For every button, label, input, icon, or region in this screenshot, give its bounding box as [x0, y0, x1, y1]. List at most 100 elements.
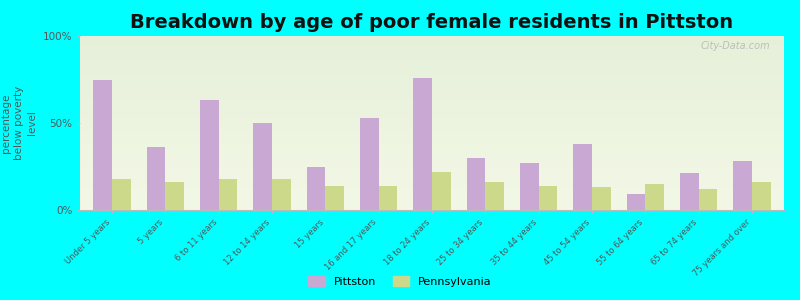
Bar	[80, 95, 784, 97]
Bar	[218, 179, 238, 210]
Bar	[80, 107, 784, 109]
Bar	[80, 144, 784, 146]
Bar	[80, 132, 784, 134]
Bar	[520, 163, 538, 210]
Bar	[80, 194, 784, 196]
Bar	[80, 85, 784, 86]
Bar	[80, 125, 784, 127]
Bar	[80, 208, 784, 210]
Bar	[80, 137, 784, 139]
Bar	[80, 62, 784, 64]
Bar	[80, 201, 784, 203]
Bar	[80, 40, 784, 41]
Bar	[80, 97, 784, 99]
Bar	[80, 41, 784, 43]
Bar	[80, 146, 784, 147]
Bar	[378, 186, 398, 210]
Bar	[80, 167, 784, 168]
Bar	[80, 127, 784, 128]
Bar	[80, 45, 784, 46]
Bar	[80, 112, 784, 114]
Bar	[80, 74, 784, 76]
Bar	[80, 203, 784, 205]
Bar	[80, 64, 784, 66]
Bar	[486, 182, 504, 210]
Bar	[80, 118, 784, 119]
Bar	[414, 78, 432, 210]
Bar	[80, 189, 784, 191]
Bar	[592, 188, 610, 210]
Bar	[80, 172, 784, 173]
Bar	[80, 163, 784, 165]
Bar	[80, 43, 784, 45]
Bar	[146, 147, 166, 210]
Bar	[80, 111, 784, 112]
Bar	[80, 206, 784, 208]
Bar	[80, 191, 784, 193]
Bar	[80, 153, 784, 154]
Text: City-Data.com: City-Data.com	[700, 41, 770, 51]
Bar	[80, 140, 784, 142]
Bar	[80, 177, 784, 179]
Bar	[80, 165, 784, 167]
Bar	[80, 48, 784, 50]
Bar	[80, 53, 784, 55]
Bar	[306, 167, 326, 210]
Bar	[112, 179, 130, 210]
Bar	[80, 182, 784, 184]
Bar	[80, 158, 784, 160]
Bar	[80, 36, 784, 38]
Bar	[574, 144, 592, 210]
Bar	[80, 69, 784, 71]
Bar	[80, 81, 784, 83]
Bar	[80, 76, 784, 78]
Bar	[80, 186, 784, 188]
Bar	[80, 161, 784, 163]
Bar	[80, 188, 784, 189]
Bar	[80, 139, 784, 140]
Bar	[80, 156, 784, 158]
Bar	[166, 182, 184, 210]
Bar	[80, 80, 784, 81]
Bar	[200, 100, 218, 210]
Bar	[80, 173, 784, 175]
Bar	[80, 71, 784, 73]
Bar	[80, 102, 784, 104]
Bar	[80, 109, 784, 111]
Bar	[80, 198, 784, 200]
Legend: Pittston, Pennsylvania: Pittston, Pennsylvania	[304, 272, 496, 291]
Title: Breakdown by age of poor female residents in Pittston: Breakdown by age of poor female resident…	[130, 13, 734, 32]
Bar	[80, 142, 784, 144]
Bar	[80, 154, 784, 156]
Bar	[94, 80, 112, 210]
Bar	[80, 99, 784, 100]
Bar	[80, 52, 784, 53]
Bar	[80, 179, 784, 180]
Bar	[80, 121, 784, 123]
Bar	[734, 161, 752, 210]
Bar	[80, 134, 784, 135]
Bar	[80, 119, 784, 121]
Bar	[80, 50, 784, 52]
Bar	[538, 186, 558, 210]
Bar	[80, 55, 784, 57]
Bar	[80, 57, 784, 58]
Bar	[80, 130, 784, 132]
Bar	[80, 83, 784, 85]
Bar	[80, 196, 784, 198]
Bar	[80, 116, 784, 118]
Bar	[80, 180, 784, 182]
Bar	[80, 73, 784, 74]
Bar	[80, 149, 784, 151]
Bar	[80, 200, 784, 201]
Bar	[80, 168, 784, 170]
Bar	[80, 38, 784, 40]
Bar	[80, 123, 784, 125]
Bar	[80, 160, 784, 161]
Bar	[80, 92, 784, 93]
Bar	[626, 194, 646, 210]
Bar	[80, 184, 784, 186]
Bar	[80, 93, 784, 95]
Bar	[698, 189, 718, 210]
Bar	[80, 114, 784, 116]
